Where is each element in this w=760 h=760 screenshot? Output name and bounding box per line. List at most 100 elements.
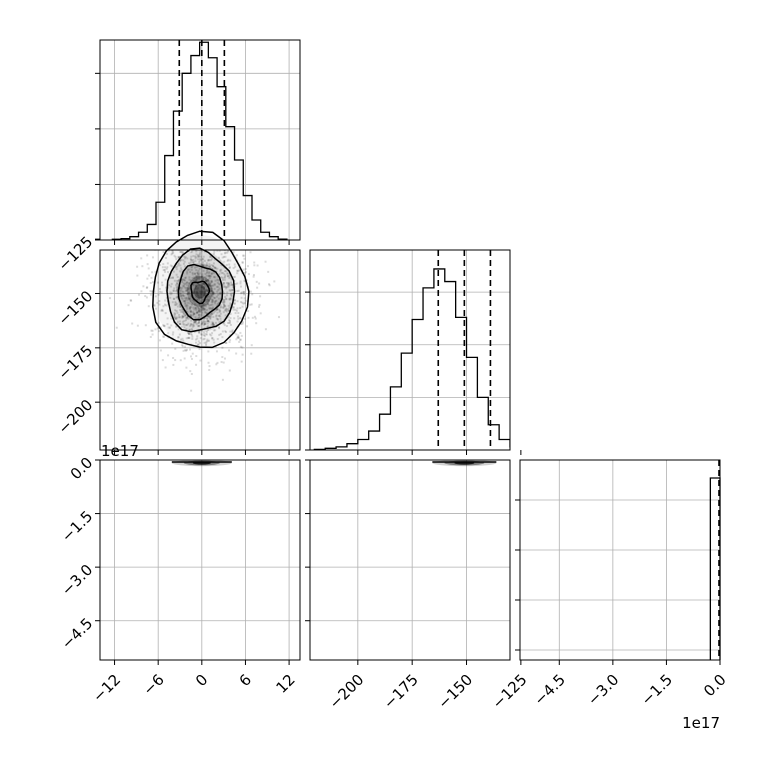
scatter-p2-p1-point [183,326,186,329]
hist-p2-group [313,268,510,450]
scatter-p2-p1-point [213,341,216,344]
scatter-p2-p1-point [186,316,189,319]
scatter-p2-p1-point [207,282,210,285]
scatter-p2-p1-point [178,290,181,293]
scatter-p2-p1-point [179,338,182,341]
scatter-p2-p1-point [200,297,203,300]
scatter-p2-p1-point [205,279,208,282]
scatter-p2-p1-point [168,284,171,287]
scatter-p2-p1-point [268,283,271,286]
scatter-p2-p1-point [159,264,162,267]
scatter-p2-p1-point [211,295,214,298]
scatter-p2-p1-point [210,334,213,337]
offset-label-p3-y: 1e17 [101,442,139,460]
scatter-p2-p1-point [197,343,200,346]
scatter-p2-p1-point [237,238,239,240]
scatter-p2-p1-point [202,306,205,309]
scatter-p2-p1-point [172,251,175,254]
scatter-p2-p1-point [202,338,205,341]
scatter-p2-p1-point [169,285,172,288]
scatter-p2-p1-point [203,286,206,289]
scatter-p2-p1-point [224,297,227,300]
scatter-p2-p1-point [209,265,212,268]
scatter-p2-p1-point [223,278,226,281]
scatter-p2-p1-point [183,297,186,300]
scatter-p2-p1-point [209,333,212,336]
scatter-p2-p1-point [222,322,225,325]
scatter-p2-p1-point [206,303,209,306]
scatter-p2-p1-point [194,319,197,322]
scatter-p2-p1-point [214,300,217,303]
scatter-p2-p1-point [196,311,199,314]
scatter-p2-p1-point [195,323,198,326]
scatter-p2-p1-point [213,266,216,269]
scatter-p2-p1-point [202,334,205,337]
scatter-p2-p1-point [177,328,180,331]
scatter-p2-p1-point [194,287,197,290]
scatter-p2-p1-point [192,259,195,262]
scatter-p2-p1-point [231,283,234,286]
scatter-p2-p1-point [215,314,218,317]
scatter-p2-p1-point [210,264,213,267]
scatter-p2-p1-point [205,333,208,336]
scatter-p2-p1-point [206,302,209,305]
scatter-p2-p1-point [195,250,198,253]
scatter-p2-p1-point [239,338,242,341]
scatter-p2-p1-point [186,288,189,291]
scatter-p2-p1-point [212,323,215,326]
scatter-p2-p1-point [221,336,224,339]
scatter-p2-p1-point [191,337,194,340]
scatter-p2-p1-point [203,286,206,289]
scatter-p2-p1-point [145,286,148,289]
scatter-p2-p1-point [206,279,209,282]
scatter-p2-p1-point [186,284,189,287]
scatter-p2-p1-point [194,280,197,283]
scatter-p2-p1-point [205,342,208,345]
scatter-p2-p1-point [218,292,221,295]
scatter-p2-p1-point [158,339,161,342]
data-layer [108,40,721,660]
scatter-p2-p1-point [217,289,220,292]
scatter-p2-p1-point [215,285,218,288]
scatter-p2-p1-point [178,314,181,316]
scatter-p2-p1-point [236,335,239,338]
scatter-p2-p1-point [179,316,182,319]
scatter-p2-p1-point [218,321,221,324]
scatter-p2-p1-point [220,263,223,266]
scatter-p2-p1-point [191,271,194,274]
scatter-p2-p1-point [212,315,215,318]
scatter-p2-p1-point [188,282,191,285]
scatter-p2-p1-point [204,291,207,294]
scatter-p2-p1-point [201,275,204,278]
scatter-p2-p1-point [179,359,182,362]
scatter-p2-p1-point [196,288,199,291]
scatter-p2-p1-point [174,302,177,305]
scatter-p2-p1-point [205,290,208,293]
scatter-p2-p1-point [190,389,193,392]
scatter-p2-p1-point [236,272,239,275]
scatter-p2-p1-point [206,317,209,320]
scatter-p2-p1-point [191,250,194,253]
scatter-p2-p1-point [191,302,194,305]
scatter-p2-p1-point [163,325,166,328]
scatter-p2-p1-point [220,361,223,364]
scatter-p2-p1-point [193,288,196,291]
scatter-p2-p1-contour-0 [152,230,250,349]
scatter-p2-p1-point [273,280,276,283]
scatter-p2-p1-point [205,264,208,267]
scatter-p2-p1-point [218,291,221,294]
scatter-p2-p1-point [239,280,242,283]
scatter-p2-p1-point [241,322,244,325]
scatter-p2-p1-point [232,308,235,311]
scatter-p2-p1-point [195,291,198,294]
scatter-p2-p1-point [215,295,218,298]
scatter-p2-p1-point [193,300,196,303]
scatter-p2-p1-point [226,286,229,289]
scatter-p2-p1-ytick-label-2: −175 [55,341,97,383]
scatter-p2-p1-point [186,286,189,289]
scatter-p2-p1-point [202,303,205,306]
scatter-p2-p1-point [192,292,195,295]
scatter-p2-p1-point [144,324,147,327]
scatter-p2-p1-point [196,287,199,290]
scatter-p2-p1-point [195,269,198,272]
